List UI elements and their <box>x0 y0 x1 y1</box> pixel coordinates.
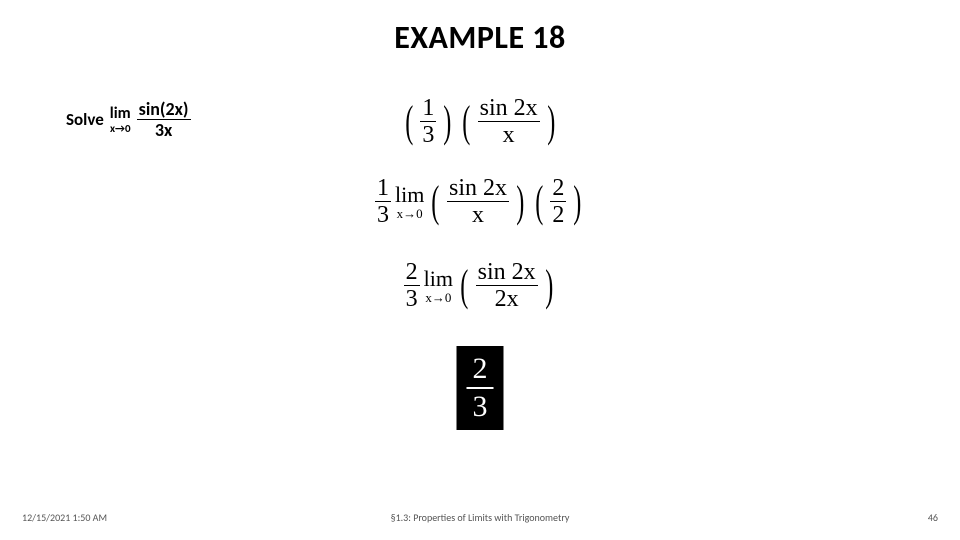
answer-fraction: 2 3 <box>467 354 494 422</box>
equation-row-2: 1 3 lim x→0 ( sin 2x x ) ( 2 2 ) <box>0 176 960 227</box>
frac-2-2: 2 2 <box>550 176 566 227</box>
rparen-icon: ) <box>516 184 524 219</box>
slide: EXAMPLE 18 Solve lim x→0 sin(2x) 3x ( 1 … <box>0 0 960 540</box>
lparen-icon: ( <box>405 104 413 139</box>
footer-page-number: 46 <box>928 511 938 524</box>
title-word1-cap: E <box>394 18 410 57</box>
answer-box: 2 3 <box>457 346 504 430</box>
lparen-icon: ( <box>460 268 468 303</box>
rparen-icon: ) <box>545 268 553 303</box>
frac-sin2x-2x: sin 2x 2x <box>476 260 538 311</box>
limit-x-to-0: lim x→0 <box>424 268 453 304</box>
lparen-icon: ( <box>535 184 543 219</box>
frac-1-3: 1 3 <box>420 96 436 147</box>
title-word1-rest: XAMPLE <box>410 18 524 57</box>
frac-sin2x-x: sin 2x x <box>478 96 540 147</box>
rparen-icon: ) <box>444 104 452 139</box>
lparen-icon: ( <box>462 104 470 139</box>
slide-title: EXAMPLE 18 <box>0 18 960 57</box>
frac-2-3: 2 3 <box>404 260 420 311</box>
lparen-icon: ( <box>432 184 440 219</box>
rparen-icon: ) <box>547 104 555 139</box>
equation-row-1: ( 1 3 ) ( sin 2x x ) <box>0 96 960 147</box>
title-number: 18 <box>532 18 565 57</box>
equation-row-3: 2 3 lim x→0 ( sin 2x 2x ) <box>0 260 960 311</box>
footer-section-title: §1.3: Properties of Limits with Trigonom… <box>0 511 960 524</box>
limit-x-to-0: lim x→0 <box>395 184 424 220</box>
rparen-icon: ) <box>574 184 582 219</box>
frac-1-3: 1 3 <box>375 176 391 227</box>
frac-sin2x-x: sin 2x x <box>447 176 509 227</box>
